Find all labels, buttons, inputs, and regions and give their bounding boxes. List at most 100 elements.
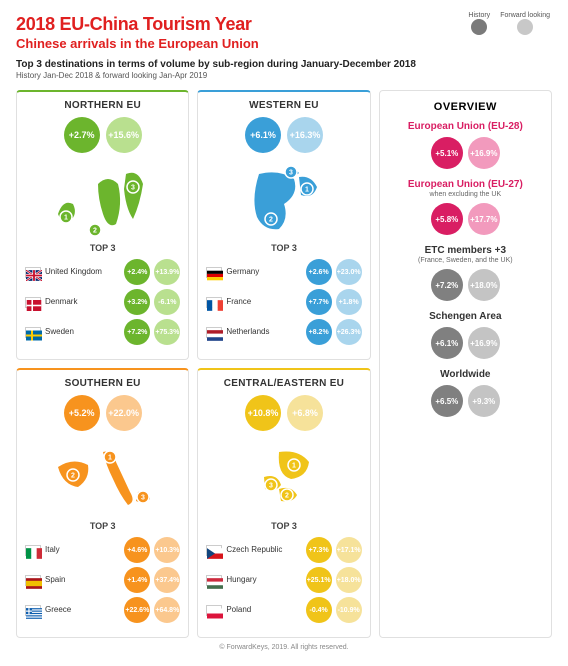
flag-icon: [206, 297, 222, 308]
country-name: Sweden: [45, 328, 120, 336]
region-map: 123: [206, 437, 361, 517]
top3-row: Italy +4.6% +10.3%: [25, 537, 180, 563]
overview-item-name: European Union (EU-27): [388, 179, 543, 190]
svg-text:3: 3: [131, 185, 135, 192]
overview-item: European Union (EU-28) +5.1% +16.9%: [388, 121, 543, 169]
country-name: Spain: [45, 576, 120, 584]
forward-bubble: +64.8%: [154, 597, 180, 623]
region-history-bubble: +5.2%: [64, 395, 100, 431]
overview-forward-bubble: +16.9%: [468, 137, 500, 169]
region-map: 1 2 3: [25, 437, 180, 517]
overview-forward-bubble: +16.9%: [468, 327, 500, 359]
top3-label: TOP 3: [206, 521, 361, 531]
history-bubble: +25.1%: [306, 567, 332, 593]
overview-item-name: ETC members +3: [388, 245, 543, 256]
svg-text:1: 1: [305, 187, 309, 194]
top3-row: Spain +1.4% +37.4%: [25, 567, 180, 593]
region-history-bubble: +6.1%: [245, 117, 281, 153]
region-history-bubble: +2.7%: [64, 117, 100, 153]
region-forward-bubble: +15.6%: [106, 117, 142, 153]
region-card-southern: SOUTHERN EU +5.2% +22.0% 123 TOP 3 Italy…: [16, 368, 189, 638]
history-bubble: +2.4%: [124, 259, 150, 285]
legend-forward-label: Forward looking: [500, 12, 550, 19]
overview-forward-bubble: +9.3%: [468, 385, 500, 417]
overview-forward-bubble: +17.7%: [468, 203, 500, 235]
flag-icon: [206, 545, 222, 556]
forward-bubble: +75.3%: [154, 319, 180, 345]
forward-bubble: +37.4%: [154, 567, 180, 593]
country-name: United Kingdom: [45, 268, 120, 276]
flag-icon: [206, 267, 222, 278]
overview-history-bubble: +5.8%: [431, 203, 463, 235]
svg-text:3: 3: [289, 170, 293, 177]
legend-forward-circle: [517, 19, 533, 35]
history-bubble: +4.6%: [124, 537, 150, 563]
country-name: Italy: [45, 546, 120, 554]
flag-icon: [25, 605, 41, 616]
flag-icon: [25, 575, 41, 586]
svg-text:2: 2: [71, 473, 75, 480]
forward-bubble: -6.1%: [154, 289, 180, 315]
svg-text:3: 3: [141, 495, 145, 502]
legend-history-label: History: [468, 12, 490, 19]
country-name: Denmark: [45, 298, 120, 306]
forward-bubble: +1.8%: [336, 289, 362, 315]
region-card-northern: NORTHERN EU +2.7% +15.6% 123 TOP 3 Unite…: [16, 90, 189, 360]
overview-item: Schengen Area +6.1% +16.9%: [388, 311, 543, 359]
top3-row: Denmark +3.2% -6.1%: [25, 289, 180, 315]
flag-icon: [206, 327, 222, 338]
region-title: NORTHERN EU: [25, 100, 180, 111]
region-summary-pair: +5.2% +22.0%: [25, 395, 180, 431]
description-line2: History Jan-Dec 2018 & forward looking J…: [16, 71, 552, 80]
history-bubble: +7.2%: [124, 319, 150, 345]
history-bubble: +7.7%: [306, 289, 332, 315]
footer-copyright: © ForwardKeys, 2019. All rights reserved…: [16, 644, 552, 651]
flag-icon: [25, 267, 41, 278]
region-forward-bubble: +6.8%: [287, 395, 323, 431]
region-title: WESTERN EU: [206, 100, 361, 111]
region-map: 123: [25, 159, 180, 239]
history-bubble: +8.2%: [306, 319, 332, 345]
svg-text:2: 2: [269, 217, 273, 224]
overview-item-name: Worldwide: [388, 369, 543, 380]
legend-history-circle: [471, 19, 487, 35]
forward-bubble: +13.9%: [154, 259, 180, 285]
top3-row: Poland -0.4% -10.9%: [206, 597, 361, 623]
region-map: 1 2 3: [206, 159, 361, 239]
history-bubble: +7.3%: [306, 537, 332, 563]
country-name: Hungary: [226, 576, 301, 584]
page-subtitle: Chinese arrivals in the European Union: [16, 36, 552, 51]
top3-row: United Kingdom +2.4% +13.9%: [25, 259, 180, 285]
svg-text:1: 1: [292, 463, 296, 470]
overview-item-sub: when excluding the UK: [388, 191, 543, 198]
legend-history: History: [468, 12, 490, 37]
region-forward-bubble: +22.0%: [106, 395, 142, 431]
region-summary-pair: +10.8% +6.8%: [206, 395, 361, 431]
forward-bubble: +18.0%: [336, 567, 362, 593]
flag-icon: [25, 297, 41, 308]
overview-item: European Union (EU-27) when excluding th…: [388, 179, 543, 235]
overview-history-bubble: +5.1%: [431, 137, 463, 169]
top3-row: Czech Republic +7.3% +17.1%: [206, 537, 361, 563]
overview-item: ETC members +3 (France, Sweden, and the …: [388, 245, 543, 301]
flag-icon: [206, 575, 222, 586]
history-bubble: -0.4%: [306, 597, 332, 623]
legend: History Forward looking: [468, 12, 550, 37]
country-name: Poland: [226, 606, 301, 614]
top3-row: Hungary +25.1% +18.0%: [206, 567, 361, 593]
region-title: SOUTHERN EU: [25, 378, 180, 389]
country-name: Germany: [226, 268, 301, 276]
overview-history-bubble: +6.1%: [431, 327, 463, 359]
description-line1: Top 3 destinations in terms of volume by…: [16, 59, 552, 70]
region-forward-bubble: +16.3%: [287, 117, 323, 153]
svg-text:1: 1: [108, 455, 112, 462]
country-name: Netherlands: [226, 328, 301, 336]
overview-item-sub: (France, Sweden, and the UK): [388, 257, 543, 264]
top3-row: Netherlands +8.2% +26.3%: [206, 319, 361, 345]
region-card-central: CENTRAL/EASTERN EU +10.8% +6.8% 123 TOP …: [197, 368, 370, 638]
top3-row: Sweden +7.2% +75.3%: [25, 319, 180, 345]
forward-bubble: +17.1%: [336, 537, 362, 563]
overview-history-bubble: +6.5%: [431, 385, 463, 417]
history-bubble: +22.6%: [124, 597, 150, 623]
region-card-western: WESTERN EU +6.1% +16.3% 123 TOP 3 German…: [197, 90, 370, 360]
